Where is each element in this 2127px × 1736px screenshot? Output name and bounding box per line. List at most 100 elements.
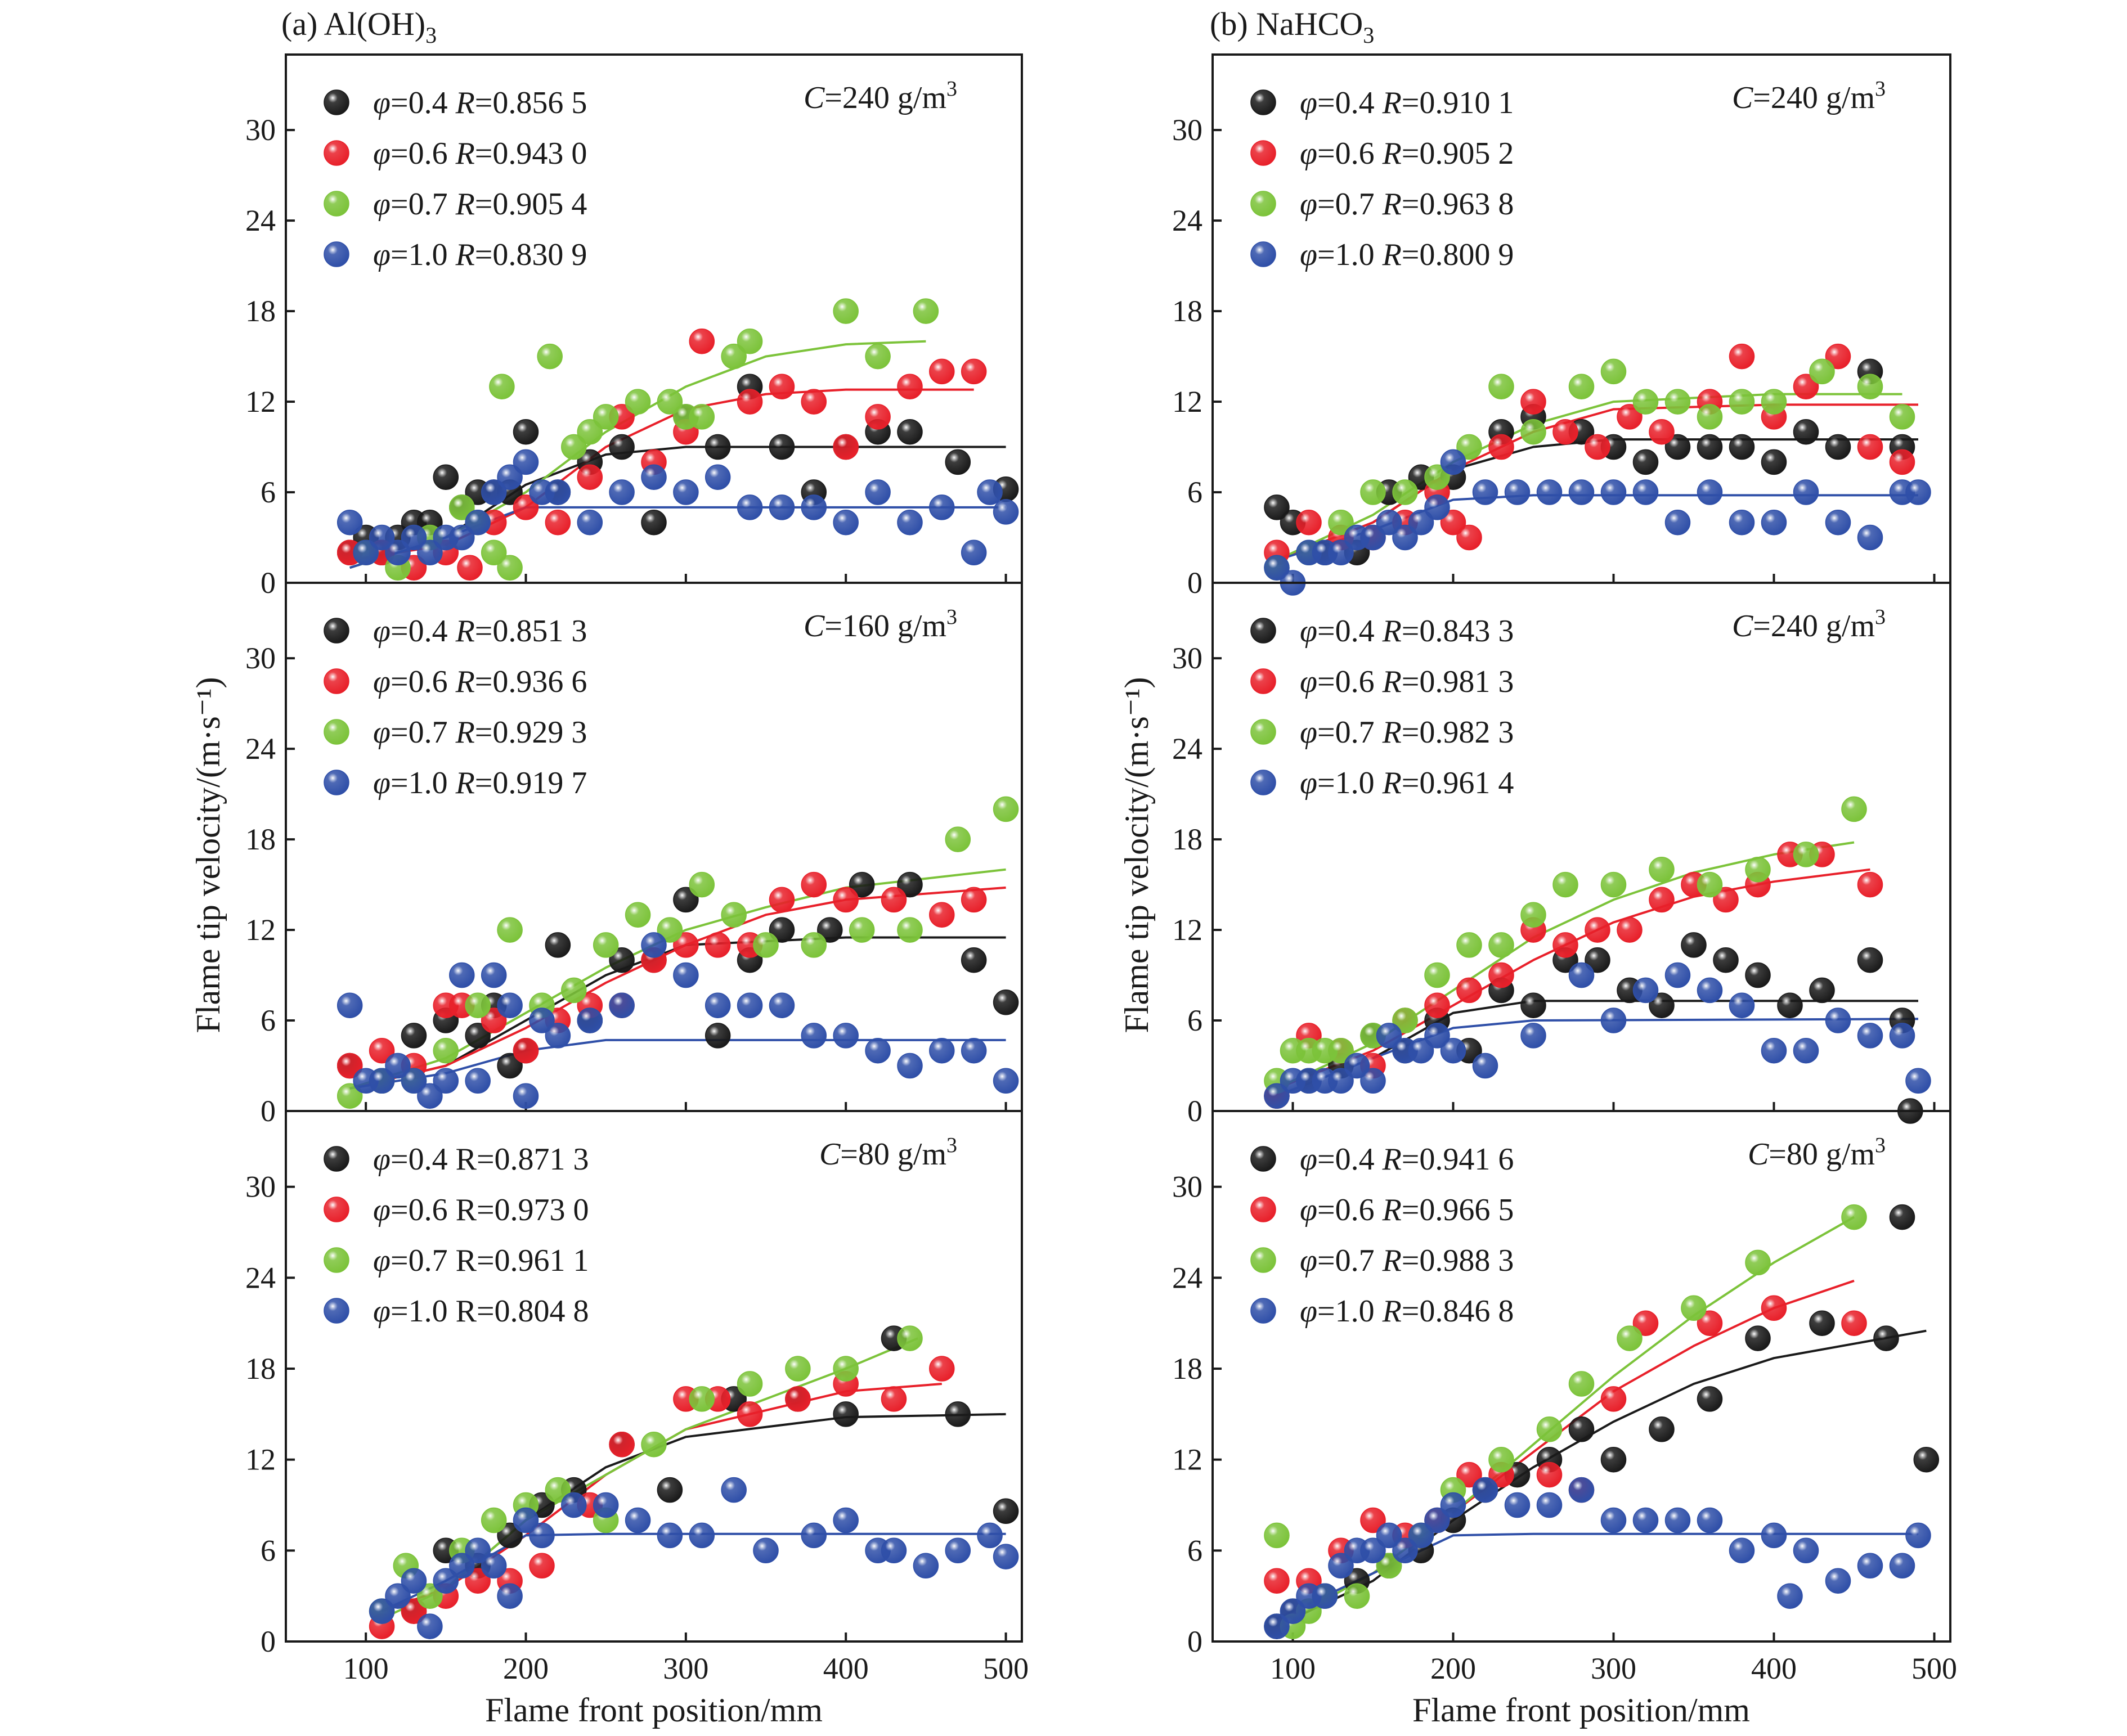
data-point-phi-1-0 bbox=[1729, 992, 1755, 1018]
data-point-phi-1-0 bbox=[1344, 1053, 1370, 1079]
y-tick-label: 6 bbox=[261, 475, 276, 509]
data-point-phi-1-0 bbox=[545, 1023, 571, 1049]
data-point-phi-0-6 bbox=[737, 1401, 763, 1427]
data-point-phi-0-7 bbox=[1568, 374, 1595, 399]
data-point-phi-1-0 bbox=[961, 539, 987, 566]
data-point-phi-0-4 bbox=[897, 419, 923, 445]
data-point-phi-1-0 bbox=[513, 1083, 539, 1109]
data-point-phi-1-0 bbox=[1729, 509, 1755, 536]
data-point-phi-1-0 bbox=[593, 1492, 619, 1518]
data-point-phi-0-7 bbox=[537, 343, 563, 370]
data-point-phi-0-6 bbox=[1296, 509, 1322, 536]
x-tick-label: 200 bbox=[1430, 1652, 1476, 1685]
data-point-phi-1-0 bbox=[1328, 539, 1354, 566]
data-point-phi-1-0 bbox=[1697, 1507, 1723, 1533]
data-point-phi-0-6 bbox=[1552, 419, 1578, 445]
data-point-phi-0-6 bbox=[704, 932, 731, 958]
legend-label-phi-0-6: φ=0.6 R=0.973 0 bbox=[373, 1193, 589, 1227]
data-point-phi-1-0 bbox=[401, 1568, 427, 1594]
data-point-phi-0-6 bbox=[737, 389, 763, 415]
data-point-phi-1-0 bbox=[1360, 1068, 1386, 1094]
data-point-phi-0-4 bbox=[1761, 449, 1787, 475]
panel-b-top: 0 6 12 18 24 30 φ=0.4 R=0.910 1 φ=0.6 R=0.905 2… bbox=[1172, 53, 1951, 600]
y-tick-label: 0 bbox=[261, 1094, 276, 1128]
data-point-phi-1-0 bbox=[993, 499, 1019, 525]
legend-label-phi-0-7: φ=0.7 R=0.929 3 bbox=[373, 715, 587, 750]
column-title-b: (b) NaHCO3 bbox=[1210, 6, 1374, 48]
data-point-phi-0-6 bbox=[929, 902, 955, 928]
data-point-phi-0-7 bbox=[1681, 1295, 1707, 1321]
data-point-phi-1-0 bbox=[401, 1068, 427, 1094]
data-point-phi-1-0 bbox=[561, 1492, 587, 1518]
data-point-phi-1-0 bbox=[865, 1037, 891, 1064]
concentration-label: C=240 g/m3 bbox=[1732, 605, 1886, 644]
data-point-phi-0-7 bbox=[1520, 902, 1546, 928]
data-point-phi-0-7 bbox=[1552, 871, 1578, 898]
data-point-phi-1-0 bbox=[497, 464, 523, 490]
data-point-phi-0-6 bbox=[929, 358, 955, 385]
data-point-phi-1-0 bbox=[1600, 479, 1627, 505]
data-point-phi-0-7 bbox=[1793, 842, 1819, 867]
data-point-phi-0-6 bbox=[865, 404, 891, 430]
data-point-phi-0-7 bbox=[993, 796, 1019, 822]
legend-label-phi-0-7: φ=0.7 R=0.963 8 bbox=[1300, 187, 1514, 222]
data-point-phi-1-0 bbox=[945, 1537, 971, 1564]
data-point-phi-1-0 bbox=[1328, 1553, 1354, 1579]
data-point-phi-1-0 bbox=[369, 524, 395, 551]
y-tick-label: 6 bbox=[1187, 1004, 1202, 1037]
data-point-phi-0-7 bbox=[1600, 358, 1627, 385]
x-tick-label: 100 bbox=[343, 1652, 389, 1685]
data-point-phi-0-6 bbox=[1857, 434, 1883, 460]
data-point-phi-0-4 bbox=[1600, 1446, 1627, 1473]
data-point-phi-1-0 bbox=[881, 1537, 907, 1564]
data-point-phi-1-0 bbox=[353, 539, 379, 566]
data-point-phi-0-7 bbox=[1664, 389, 1691, 415]
data-point-phi-0-4 bbox=[849, 871, 875, 898]
data-point-phi-1-0 bbox=[1264, 1613, 1290, 1639]
data-point-phi-0-7 bbox=[625, 902, 651, 928]
data-point-phi-0-7 bbox=[1328, 1037, 1354, 1064]
data-point-phi-0-4 bbox=[704, 1023, 731, 1049]
data-point-phi-0-7 bbox=[1376, 1553, 1402, 1579]
data-point-phi-0-6 bbox=[513, 1037, 539, 1064]
y-tick-label: 18 bbox=[1172, 294, 1202, 328]
y-tick-label: 24 bbox=[1172, 204, 1202, 237]
legend-marker-phi-0-6 bbox=[324, 668, 349, 694]
data-point-phi-0-7 bbox=[1857, 374, 1883, 399]
data-point-phi-1-0 bbox=[1568, 962, 1595, 988]
data-point-phi-0-7 bbox=[1520, 419, 1546, 445]
data-point-phi-1-0 bbox=[1472, 1477, 1498, 1503]
data-point-phi-1-0 bbox=[1264, 1083, 1290, 1109]
data-point-phi-0-7 bbox=[465, 992, 491, 1018]
legend-marker-phi-0-4 bbox=[324, 1146, 349, 1172]
legend-marker-phi-0-7 bbox=[1250, 191, 1276, 217]
y-tick-label: 0 bbox=[261, 1625, 276, 1658]
data-point-phi-0-4 bbox=[897, 871, 923, 898]
data-point-phi-0-6 bbox=[1456, 1461, 1482, 1488]
data-point-phi-0-7 bbox=[657, 389, 683, 415]
data-point-phi-1-0 bbox=[497, 1583, 523, 1609]
data-point-phi-0-6 bbox=[961, 887, 987, 913]
legend-label-phi-0-4: φ=0.4 R=0.910 1 bbox=[1300, 86, 1514, 120]
data-point-phi-1-0 bbox=[1697, 479, 1723, 505]
data-point-phi-0-4 bbox=[1809, 977, 1835, 1004]
data-point-phi-0-4 bbox=[1889, 1204, 1915, 1230]
data-point-phi-0-6 bbox=[1456, 977, 1482, 1004]
data-point-phi-0-7 bbox=[1488, 1446, 1514, 1473]
data-point-phi-1-0 bbox=[1825, 509, 1851, 536]
data-point-phi-1-0 bbox=[433, 1068, 459, 1094]
y-tick-label: 24 bbox=[1172, 732, 1202, 766]
data-point-phi-0-6 bbox=[1649, 419, 1675, 445]
y-tick-label: 24 bbox=[1172, 1261, 1202, 1294]
data-point-phi-0-7 bbox=[1488, 932, 1514, 958]
data-point-phi-1-0 bbox=[1424, 1023, 1450, 1049]
data-point-phi-1-0 bbox=[1889, 1023, 1915, 1049]
data-point-phi-0-7 bbox=[1456, 434, 1482, 460]
data-point-phi-0-7 bbox=[433, 1037, 459, 1064]
y-tick-label: 24 bbox=[245, 732, 276, 766]
data-point-phi-1-0 bbox=[769, 992, 795, 1018]
data-point-phi-0-6 bbox=[1488, 434, 1514, 460]
data-point-phi-1-0 bbox=[385, 539, 411, 566]
legend-label-phi-0-6: φ=0.6 R=0.966 5 bbox=[1300, 1193, 1514, 1227]
